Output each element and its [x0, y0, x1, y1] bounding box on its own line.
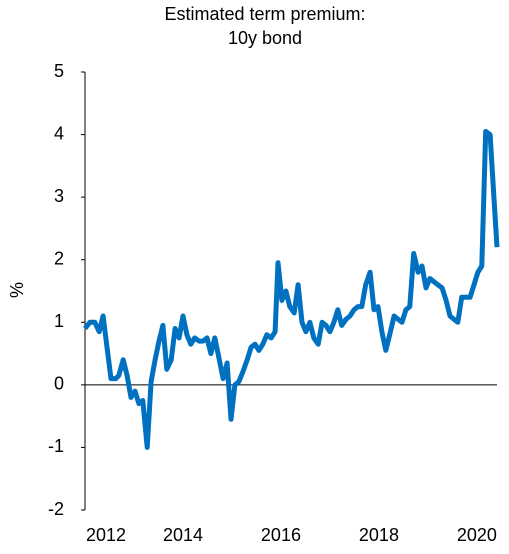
y-tick-label: 0: [54, 374, 64, 394]
x-tick-label: 2012: [86, 525, 126, 545]
chart-title: 10y bond: [228, 28, 302, 48]
x-tick-label: 2020: [457, 525, 497, 545]
y-tick-label: 3: [54, 186, 64, 206]
chart-title: Estimated term premium:: [164, 4, 365, 24]
x-tick-label: 2016: [261, 525, 301, 545]
y-tick-label: 1: [54, 311, 64, 331]
y-tick-label: 5: [54, 61, 64, 81]
y-axis-label: %: [7, 282, 27, 298]
y-tick-label: 2: [54, 248, 64, 268]
y-tick-label: -1: [48, 436, 64, 456]
data-line: [83, 128, 500, 450]
x-tick-label: 2014: [163, 525, 203, 545]
x-tick-label: 2018: [359, 525, 399, 545]
y-tick-label: -2: [48, 499, 64, 519]
y-tick-label: 4: [54, 123, 64, 143]
